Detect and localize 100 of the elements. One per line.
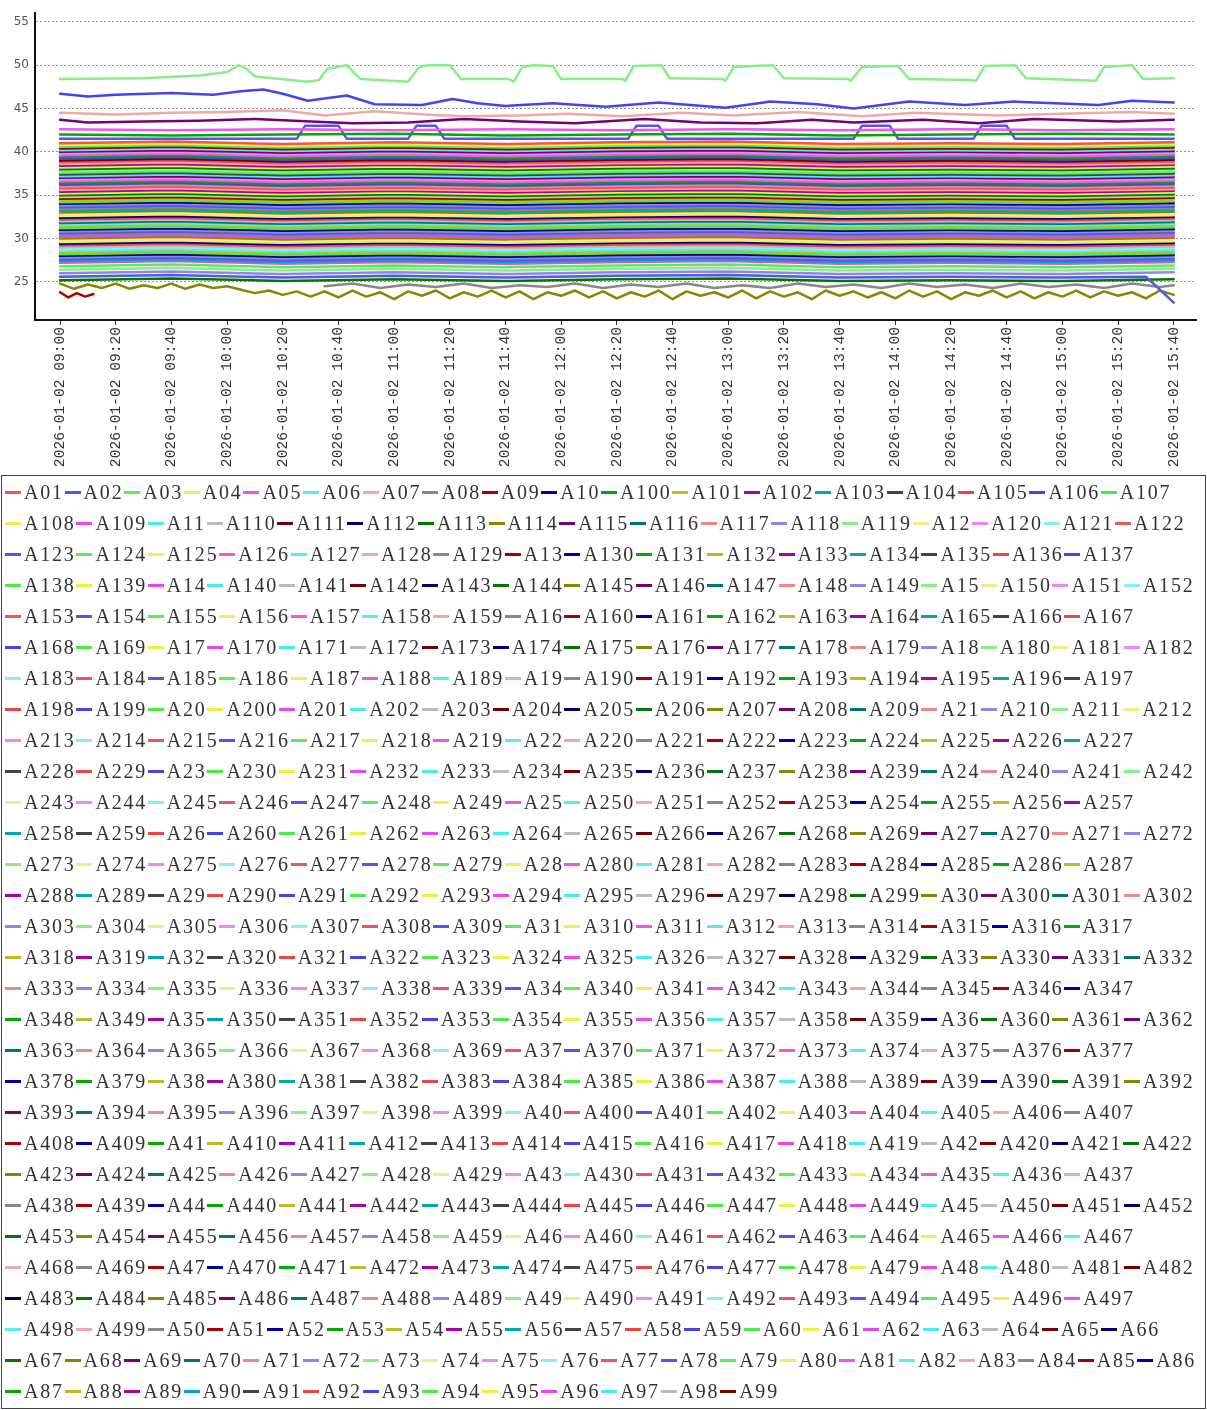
- legend-label: A300: [1000, 884, 1052, 907]
- x-tick-label: 2026-01-02 09:20: [107, 327, 124, 468]
- legend-label: A80: [798, 1349, 839, 1372]
- legend-label: A438: [24, 1194, 76, 1217]
- legend-label: A358: [797, 1008, 850, 1031]
- legend-label: A493: [797, 1287, 850, 1310]
- legend-label: A269: [869, 822, 921, 845]
- legend-label: A202: [369, 698, 421, 721]
- legend-label: A164: [869, 605, 921, 628]
- legend-label: A389: [869, 1070, 921, 1093]
- legend-label: A05: [262, 481, 303, 504]
- legend-label: A117: [719, 512, 771, 535]
- legend-label: A165: [940, 605, 993, 628]
- legend-label: A77: [619, 1349, 660, 1372]
- legend-label: A86: [1156, 1349, 1197, 1372]
- legend-label: A166: [1011, 605, 1064, 628]
- x-tick-label: 2026-01-02 12:00: [553, 327, 570, 468]
- legend-label: A22: [523, 729, 564, 752]
- legend-label: A482: [1142, 1256, 1195, 1279]
- legend-label: A01: [24, 481, 64, 504]
- legend-label: A400: [583, 1101, 636, 1124]
- legend-label: A408: [24, 1132, 76, 1155]
- legend-label: A270: [1000, 822, 1052, 845]
- legend-label: A43: [523, 1163, 564, 1186]
- legend-label: A110: [225, 512, 277, 535]
- legend-label: A403: [797, 1101, 850, 1124]
- legend-label: A245: [166, 791, 219, 814]
- x-tick-label: 2026-01-02 13:20: [775, 327, 792, 468]
- legend-label: A84: [1037, 1349, 1077, 1372]
- x-tick-label: 2026-01-02 09:40: [163, 327, 180, 468]
- legend-label: A204: [512, 698, 564, 721]
- legend-label: A405: [940, 1101, 993, 1124]
- legend-label: A354: [512, 1008, 564, 1031]
- legend-label: A471: [297, 1256, 350, 1279]
- legend-label: A402: [726, 1101, 778, 1124]
- legend-label: A456: [238, 1225, 290, 1248]
- legend-label: A197: [1083, 667, 1135, 690]
- legend-label: A88: [83, 1380, 124, 1403]
- legend-label: A49: [523, 1287, 564, 1310]
- legend-label: A420: [999, 1132, 1051, 1155]
- legend-label: A199: [95, 698, 148, 721]
- legend-label: A163: [797, 605, 850, 628]
- legend-label: A114: [507, 512, 559, 535]
- legend-label: A10: [560, 481, 601, 504]
- legend-label: A87: [24, 1380, 64, 1403]
- legend-label: A35: [166, 1008, 207, 1031]
- legend-label: A406: [1011, 1101, 1064, 1124]
- legend-label: A195: [940, 667, 993, 690]
- legend-label: A76: [560, 1349, 601, 1372]
- x-tick-label: 2026-01-02 12:20: [608, 327, 625, 468]
- legend-label: A462: [726, 1225, 778, 1248]
- legend-label: A32: [166, 946, 207, 969]
- legend-label: A26: [166, 822, 207, 845]
- legend-label: A179: [869, 636, 921, 659]
- legend-label: A200: [226, 698, 279, 721]
- legend-label: A384: [512, 1070, 564, 1093]
- legend-label: A459: [452, 1225, 505, 1248]
- legend-label: A143: [440, 574, 493, 597]
- legend-label: A309: [452, 915, 505, 938]
- legend-label: A90: [202, 1380, 243, 1403]
- legend-label: A183: [24, 667, 76, 690]
- legend-label: A79: [739, 1349, 779, 1372]
- y-tick-label: 45: [13, 100, 29, 115]
- legend-label: A15: [940, 574, 981, 597]
- legend-label: A113: [436, 512, 488, 535]
- legend-label: A21: [940, 698, 981, 721]
- legend-label: A364: [95, 1039, 148, 1062]
- legend-label: A319: [95, 946, 148, 969]
- legend-label: A249: [452, 791, 505, 814]
- legend-label: A283: [797, 853, 850, 876]
- legend-label: A353: [440, 1008, 493, 1031]
- legend-label: A394: [95, 1101, 148, 1124]
- legend-label: A138: [24, 574, 76, 597]
- legend-label: A247: [309, 791, 362, 814]
- legend-label: A62: [881, 1318, 922, 1341]
- legend-label: A259: [95, 822, 148, 845]
- legend-label: A372: [726, 1039, 778, 1062]
- legend-label: A289: [95, 884, 148, 907]
- legend-label: A262: [369, 822, 421, 845]
- legend-label: A54: [405, 1318, 446, 1341]
- legend-label: A149: [869, 574, 921, 597]
- legend-label: A267: [726, 822, 778, 845]
- legend-label: A70: [202, 1349, 243, 1372]
- legend-label: A170: [226, 636, 279, 659]
- legend-label: A314: [868, 915, 920, 938]
- legend-label: A474: [512, 1256, 564, 1279]
- legend-label: A187: [309, 667, 362, 690]
- legend-label: A45: [940, 1194, 981, 1217]
- legend-label: A136: [1011, 543, 1064, 566]
- legend-label: A55: [464, 1318, 505, 1341]
- legend-label: A08: [441, 481, 481, 504]
- legend-label: A335: [166, 977, 219, 1000]
- legend-label: A419: [868, 1132, 920, 1155]
- legend-label: A133: [797, 543, 850, 566]
- legend-label: A234: [512, 760, 564, 783]
- legend-label: A386: [654, 1070, 707, 1093]
- legend-label: A255: [940, 791, 993, 814]
- legend-label: A399: [452, 1101, 505, 1124]
- legend-label: A423: [24, 1163, 76, 1186]
- legend-label: A211: [1071, 698, 1123, 721]
